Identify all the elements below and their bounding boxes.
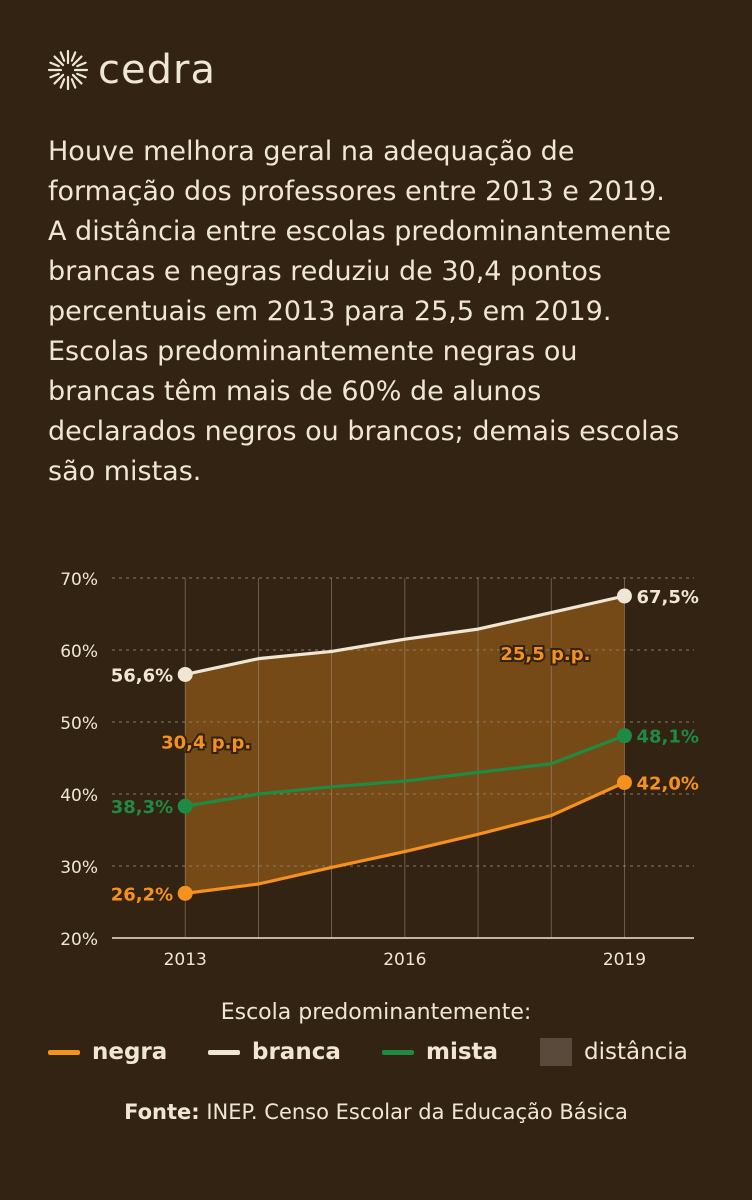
point-negra xyxy=(177,885,193,901)
point-branca xyxy=(177,666,193,682)
data-label-branca: 56,6% xyxy=(111,665,173,686)
legend-item-branca: branca xyxy=(208,1036,341,1068)
data-label-negra: 42,0% xyxy=(636,773,698,794)
legend-item-distancia: distância xyxy=(540,1036,688,1068)
data-label-negra: 26,2% xyxy=(111,884,173,905)
legend-label-branca: branca xyxy=(252,1039,341,1065)
legend-item-negra: negra xyxy=(48,1036,167,1068)
distance-annotation: 30,4 p.p. xyxy=(161,732,251,753)
y-tick-label: 50% xyxy=(60,714,98,734)
x-tick-label: 2016 xyxy=(383,950,426,970)
legend-line-branca xyxy=(208,1049,240,1055)
legend-label-negra: negra xyxy=(92,1039,168,1065)
series-line-mista xyxy=(184,734,626,808)
source-text: INEP. Censo Escolar da Educação Básica xyxy=(199,1100,628,1124)
legend-label-distancia: distância xyxy=(584,1039,688,1065)
series-line-negra xyxy=(185,781,626,895)
distance-annotation: 25,5 p.p. xyxy=(500,644,590,665)
x-tick-label: 2013 xyxy=(164,950,207,970)
point-branca xyxy=(616,588,632,604)
source-label: Fonte: xyxy=(124,1100,200,1124)
source-note: Fonte: INEP. Censo Escolar da Educação B… xyxy=(0,1100,752,1124)
chart-description: Houve melhora geral na adequação de form… xyxy=(48,136,680,487)
series-line-branca xyxy=(184,594,625,677)
data-label-branca: 67,5% xyxy=(636,587,698,608)
brand-name: cedra xyxy=(98,47,216,93)
y-tick-label: 30% xyxy=(60,858,98,878)
data-label-mista: 48,1% xyxy=(636,727,698,748)
legend-line-mista xyxy=(382,1049,414,1055)
point-mista xyxy=(616,728,632,744)
x-tick-label: 2019 xyxy=(603,950,646,970)
legend-label-mista: mista xyxy=(426,1039,499,1065)
legend-line-negra xyxy=(48,1049,80,1055)
legend-title: Escola predominantemente: xyxy=(220,1000,532,1025)
sun-icon xyxy=(47,49,89,91)
legend-item-mista: mista xyxy=(382,1036,498,1068)
y-tick-label: 40% xyxy=(60,786,98,806)
point-mista xyxy=(177,798,193,814)
point-negra xyxy=(616,774,632,790)
legend-swatch-distancia xyxy=(540,1038,572,1066)
brand-logo: cedra xyxy=(46,40,216,100)
data-label-mista: 38,3% xyxy=(111,797,173,818)
y-tick-label: 60% xyxy=(60,642,98,662)
y-tick-label: 70% xyxy=(60,570,98,590)
y-tick-label: 20% xyxy=(60,930,98,950)
line-chart: 20% 30% 40% 50% 60% 70% 2013 2016 2019 56,6% 67,5%… xyxy=(60,570,701,970)
